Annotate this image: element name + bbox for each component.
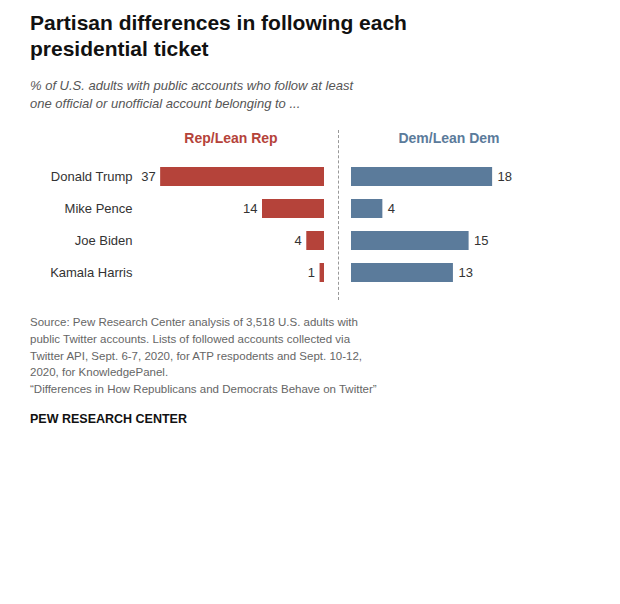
html-text:Source: Pew Research Center an: Source: Pew Research Center analysis of … <box>30 316 377 395</box>
html-text:Rep/Lean Rep: Rep/Lean Rep <box>184 130 278 147</box>
html-text:Partisan differences in follow: Partisan differences in following each p… <box>30 11 407 61</box>
html-text:% of U.S. adults with public a: % of U.S. adults with public accounts wh… <box>30 77 353 112</box>
svg-text:13: 13 <box>458 265 472 280</box>
svg-text:15: 15 <box>474 233 488 248</box>
svg-text:Mike Pence: Mike Pence <box>65 201 133 216</box>
svg-text:Donald Trump: Donald Trump <box>51 169 133 184</box>
html-text:Dem/Lean Dem: Dem/Lean Dem <box>398 130 500 147</box>
svg-text:Joe Biden: Joe Biden <box>75 233 133 248</box>
svg-text:1: 1 <box>308 265 315 280</box>
svg-text:14: 14 <box>243 201 257 216</box>
svg-text:4: 4 <box>295 233 302 248</box>
svg-text:Kamala Harris: Kamala Harris <box>50 265 133 280</box>
html-text:PEW RESEARCH CENTER: PEW RESEARCH CENTER <box>30 411 187 426</box>
svg-text:18: 18 <box>498 169 512 184</box>
svg-text:4: 4 <box>388 201 395 216</box>
svg-text:37: 37 <box>141 169 155 184</box>
